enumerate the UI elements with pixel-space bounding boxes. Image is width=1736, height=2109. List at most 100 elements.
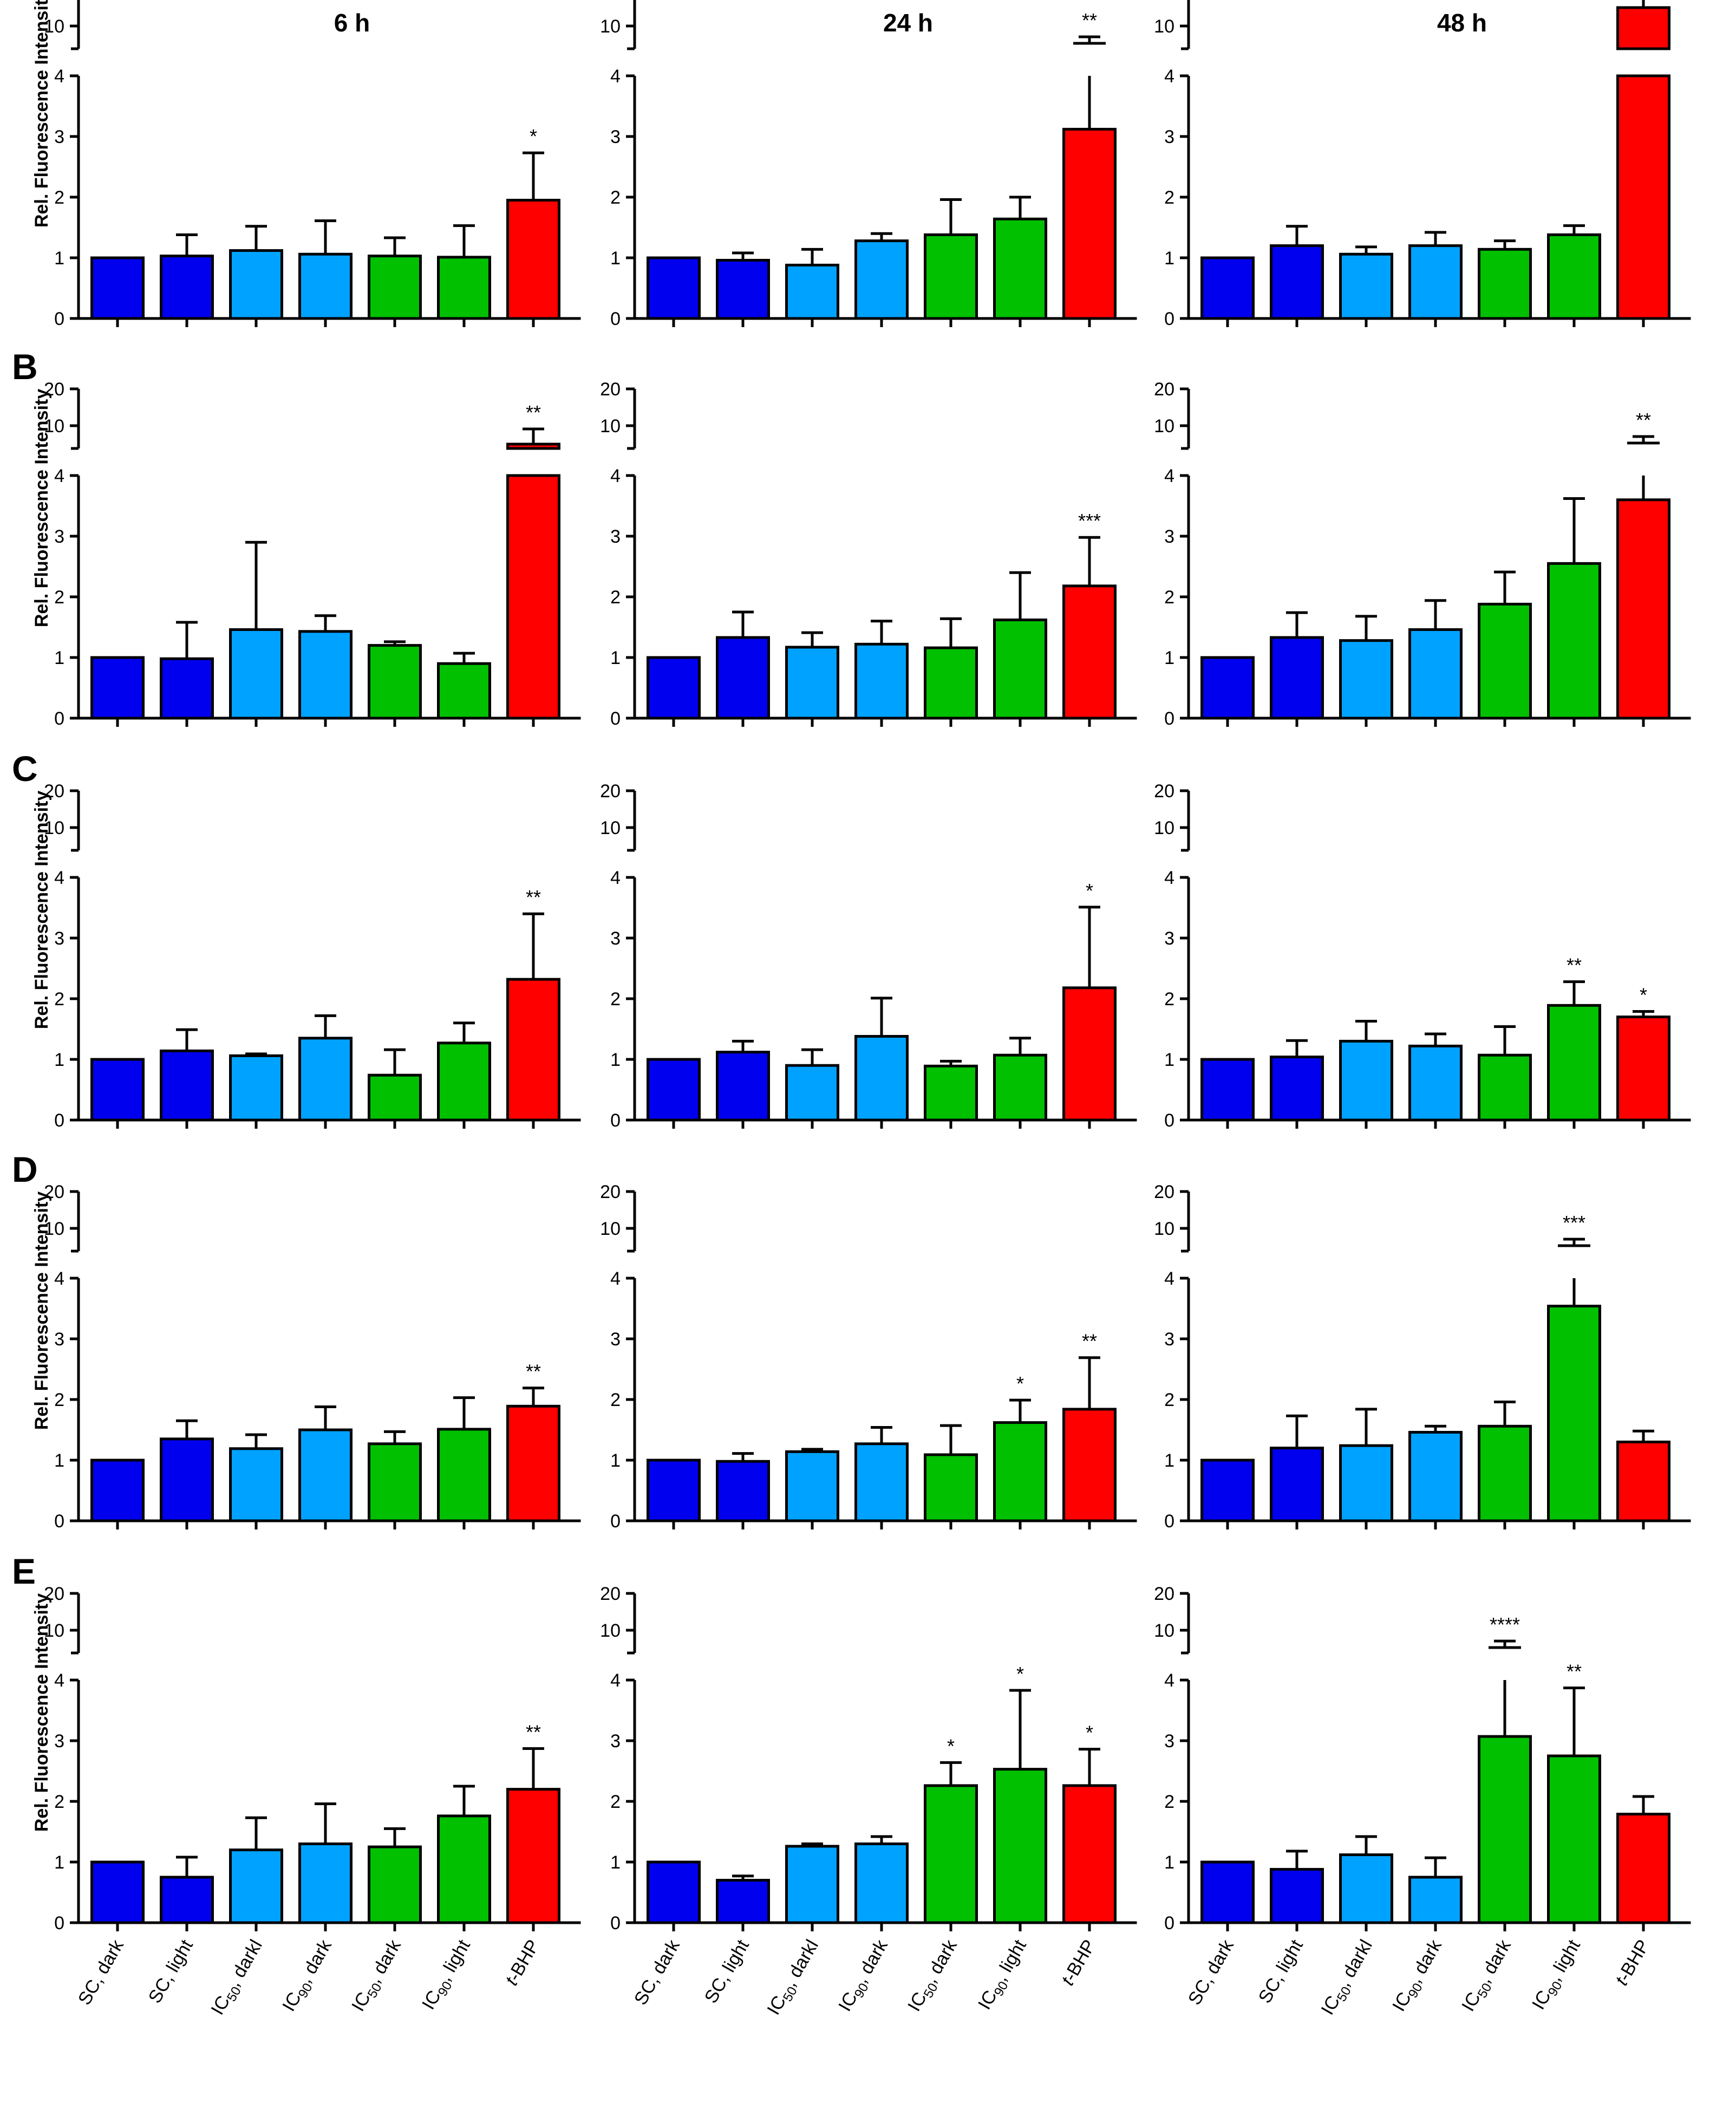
bar-4 <box>1478 1735 1532 1924</box>
y-tick-label: 4 <box>1164 1268 1174 1289</box>
bar-3 <box>298 1428 353 1522</box>
panel-B-1: 0 1 2 3 4 10 20 *** <box>600 379 1137 729</box>
category-label-0: SC, dark <box>630 1936 684 2008</box>
y-tick-label: 0 <box>610 708 621 729</box>
significance-label: * <box>1016 1663 1024 1685</box>
bar-1 <box>716 1051 770 1122</box>
bar-5 <box>1547 233 1601 320</box>
bar-5 <box>1547 1754 1601 1924</box>
bar-0 <box>90 1058 145 1122</box>
y-tick-label: 1 <box>1164 648 1174 668</box>
y-tick-label: 2 <box>610 1390 621 1410</box>
category-label-0: SC, dark <box>74 1936 128 2008</box>
bar-3 <box>854 239 909 320</box>
y-tick-label: 2 <box>610 1792 621 1812</box>
bar-3 <box>1408 244 1463 320</box>
bar-6 <box>1616 498 1670 720</box>
y-tick-label: 20 <box>1154 379 1174 400</box>
column-title-0: 6 h <box>334 9 370 37</box>
y-tick-label: 10 <box>600 818 621 838</box>
bar-2 <box>1339 252 1393 320</box>
bar-0 <box>1200 1058 1255 1122</box>
panel-D-2: 0 1 2 3 4 10 20 *** <box>1154 1182 1691 1532</box>
row-letter-B: B <box>12 347 38 387</box>
y-tick-label: 10 <box>1154 818 1174 838</box>
bar-6 <box>1616 1813 1670 1924</box>
bar-5 <box>437 256 491 320</box>
y-tick-label: 10 <box>44 1219 64 1239</box>
y-tick-label: 1 <box>610 648 621 668</box>
significance-label: *** <box>1078 510 1101 532</box>
y-tick-label: 4 <box>54 1268 64 1289</box>
significance-label: ** <box>526 1361 541 1383</box>
bar-3 <box>298 1842 353 1924</box>
significance-label: ** <box>1636 409 1651 431</box>
bar-2 <box>1339 639 1393 720</box>
bar-2 <box>229 1848 283 1924</box>
category-label-3: IC90, dark <box>834 1936 895 2016</box>
y-tick-label: 20 <box>600 781 621 802</box>
bar-5 <box>1547 562 1601 720</box>
bar-6 <box>506 1404 560 1522</box>
significance-label: * <box>1640 984 1647 1006</box>
bar-5 <box>993 1421 1047 1522</box>
y-tick-label: 2 <box>54 187 64 208</box>
y-tick-label: 1 <box>610 1450 621 1471</box>
y-tick-label: 3 <box>54 526 64 547</box>
bar-3 <box>854 1842 909 1924</box>
bar-5 <box>993 1053 1047 1122</box>
bar-1 <box>1270 1056 1324 1122</box>
y-tick-label: 10 <box>1154 16 1174 37</box>
bar-4 <box>1478 602 1532 720</box>
y-tick-label: 1 <box>610 1852 621 1873</box>
y-tick-label: 1 <box>610 248 621 269</box>
bar-3 <box>298 1037 353 1122</box>
y-tick-label: 3 <box>54 127 64 147</box>
y-tick-label: 4 <box>1164 1670 1174 1691</box>
y-tick-label: 2 <box>1164 187 1174 208</box>
bar-5 <box>437 1042 491 1122</box>
y-tick-label: 20 <box>600 1182 621 1202</box>
bar-4 <box>368 644 422 720</box>
significance-label: *** <box>1563 1212 1585 1234</box>
bar-3 <box>854 1034 909 1122</box>
category-label-4: IC50, dark <box>904 1936 964 2016</box>
y-tick-label: 4 <box>610 1268 621 1289</box>
y-tick-label: 0 <box>1164 1913 1174 1934</box>
y-tick-label: 2 <box>54 989 64 1010</box>
category-label-2: IC50, darkl <box>763 1936 825 2020</box>
y-tick-label: 20 <box>1154 1182 1174 1202</box>
y-tick-label: 20 <box>600 1584 621 1604</box>
bar-0 <box>647 1459 701 1522</box>
y-tick-label: 2 <box>1164 587 1174 608</box>
bar-2 <box>1339 1853 1393 1924</box>
bar-1 <box>160 1876 214 1924</box>
y-tick-label: 20 <box>600 379 621 400</box>
y-tick-label: 0 <box>1164 1110 1174 1131</box>
y-tick-label: 4 <box>1164 868 1174 888</box>
bar-1 <box>160 1049 214 1122</box>
y-tick-label: 4 <box>54 466 64 486</box>
bar-1 <box>1270 244 1324 320</box>
bar-5 <box>993 1768 1047 1924</box>
bar-6 <box>1062 1408 1117 1522</box>
bar-4 <box>1478 1053 1532 1122</box>
y-tick-label: 20 <box>44 781 64 802</box>
category-label-3: IC90, dark <box>278 1936 338 2016</box>
category-label-6: t-BHP <box>501 1936 544 1989</box>
y-tick-label: 0 <box>610 309 621 329</box>
bar-6 <box>1616 74 1670 320</box>
bar-4 <box>368 1442 422 1522</box>
bar-3 <box>1408 1876 1463 1924</box>
bar-4 <box>368 1845 422 1924</box>
significance-label: ** <box>526 1721 541 1743</box>
bar-5 <box>993 619 1047 720</box>
bar-4 <box>924 1784 978 1924</box>
bar-0 <box>90 256 145 320</box>
y-tick-label: 4 <box>54 1670 64 1691</box>
category-label-6: t-BHP <box>1058 1936 1100 1989</box>
y-axis-label-E: Rel. Fluorescence Intensity <box>31 1593 52 1832</box>
